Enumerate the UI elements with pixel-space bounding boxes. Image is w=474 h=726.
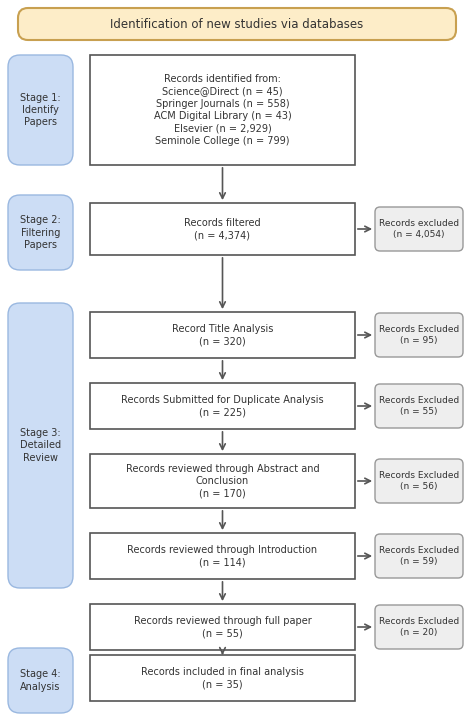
Text: Records Excluded
(n = 59): Records Excluded (n = 59): [379, 546, 459, 566]
FancyBboxPatch shape: [8, 648, 73, 713]
FancyBboxPatch shape: [18, 8, 456, 40]
FancyBboxPatch shape: [8, 55, 73, 165]
Text: Records reviewed through Abstract and
Conclusion
(n = 170): Records reviewed through Abstract and Co…: [126, 464, 319, 499]
Bar: [90, 454, 355, 508]
Bar: [90, 383, 355, 429]
Bar: [90, 203, 355, 255]
FancyBboxPatch shape: [8, 303, 73, 588]
Text: Records Excluded
(n = 56): Records Excluded (n = 56): [379, 471, 459, 491]
Bar: [90, 604, 355, 650]
Text: Records filtered
(n = 4,374): Records filtered (n = 4,374): [184, 218, 261, 240]
Bar: [90, 533, 355, 579]
Text: Records Excluded
(n = 20): Records Excluded (n = 20): [379, 617, 459, 637]
Bar: [90, 55, 355, 165]
Text: Records identified from:
Science@Direct (n = 45)
Springer Journals (n = 558)
ACM: Records identified from: Science@Direct …: [154, 74, 292, 146]
FancyBboxPatch shape: [8, 195, 73, 270]
FancyBboxPatch shape: [375, 605, 463, 649]
Text: Stage 3:
Detailed
Review: Stage 3: Detailed Review: [20, 428, 61, 463]
FancyBboxPatch shape: [375, 459, 463, 503]
Text: Records reviewed through Introduction
(n = 114): Records reviewed through Introduction (n…: [128, 544, 318, 567]
Bar: [90, 312, 355, 358]
Text: Records excluded
(n = 4,054): Records excluded (n = 4,054): [379, 219, 459, 239]
Text: Records included in final analysis
(n = 35): Records included in final analysis (n = …: [141, 666, 304, 689]
FancyBboxPatch shape: [375, 384, 463, 428]
Text: Records reviewed through full paper
(n = 55): Records reviewed through full paper (n =…: [134, 616, 311, 638]
Text: Record Title Analysis
(n = 320): Record Title Analysis (n = 320): [172, 324, 273, 346]
FancyBboxPatch shape: [375, 534, 463, 578]
Text: Records Excluded
(n = 55): Records Excluded (n = 55): [379, 396, 459, 416]
FancyBboxPatch shape: [375, 207, 463, 251]
Text: Records Excluded
(n = 95): Records Excluded (n = 95): [379, 325, 459, 345]
Text: Identification of new studies via databases: Identification of new studies via databa…: [110, 17, 364, 30]
Bar: [90, 655, 355, 701]
Text: Stage 4:
Analysis: Stage 4: Analysis: [20, 669, 61, 692]
Text: Stage 1:
Identify
Papers: Stage 1: Identify Papers: [20, 93, 61, 127]
FancyBboxPatch shape: [375, 313, 463, 357]
Text: Records Submitted for Duplicate Analysis
(n = 225): Records Submitted for Duplicate Analysis…: [121, 395, 324, 417]
Text: Stage 2:
Filtering
Papers: Stage 2: Filtering Papers: [20, 215, 61, 250]
